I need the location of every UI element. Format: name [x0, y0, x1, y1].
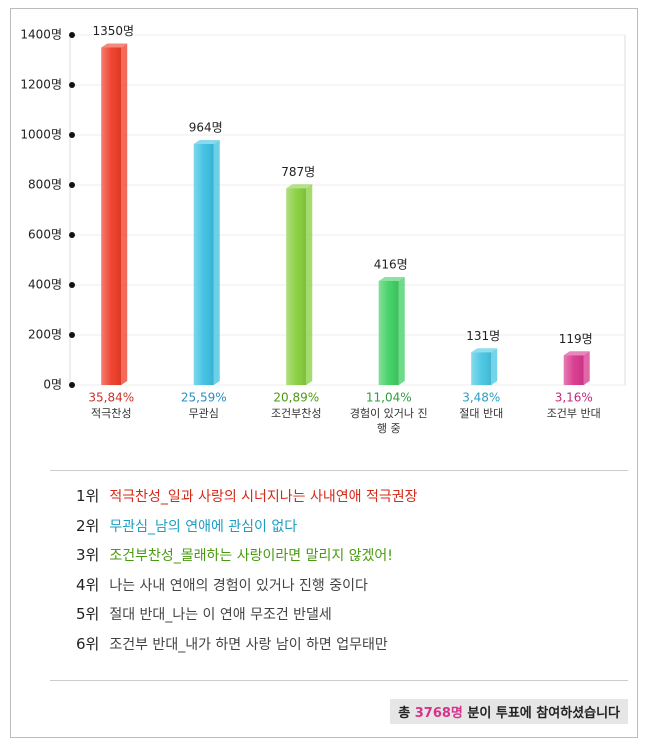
- bar-shine: [193, 144, 214, 385]
- y-tick-label: 1200명: [20, 78, 62, 92]
- y-tick-label: 1400명: [20, 28, 62, 42]
- value-label: 787명: [281, 165, 315, 179]
- footer-prefix: 총: [398, 706, 411, 721]
- share-label: 35,84%: [88, 391, 134, 405]
- rank: 5위: [76, 605, 100, 623]
- rank: 2위: [76, 516, 100, 535]
- value-label: 416명: [374, 258, 408, 272]
- ranking-row: 4위 나는 사내 연애의 경험이 있거나 진행 중이다: [76, 574, 368, 595]
- ranking-row: 2위 무관심_남의 연애에 관심이 없다: [76, 515, 297, 536]
- tick-dot: [69, 332, 75, 338]
- rank: 4위: [76, 575, 100, 594]
- share-label: 25,59%: [181, 391, 227, 405]
- bar-top: [378, 277, 405, 281]
- ranking-text: 절대 반대_나는 이 연애 무조건 반댈세: [109, 607, 332, 623]
- share-label: 11,04%: [366, 391, 412, 405]
- x-tick-label: 절대 반대: [459, 407, 504, 420]
- footer-total: 3768명: [414, 706, 463, 721]
- value-label: 1350명: [92, 24, 134, 38]
- bar-shine: [471, 352, 492, 385]
- value-label: 131명: [466, 329, 500, 343]
- ranking-text: 나는 사내 연애의 경험이 있거나 진행 중이다: [109, 577, 368, 594]
- tick-dot: [69, 382, 75, 388]
- bar-side: [121, 43, 128, 385]
- rank: 6위: [76, 634, 100, 653]
- y-tick-label: 800명: [28, 178, 62, 192]
- bar-side: [306, 184, 313, 385]
- x-tick-label: 적극찬성: [91, 407, 132, 420]
- y-tick-label: 0명: [43, 378, 62, 392]
- y-tick-label: 1000명: [20, 128, 62, 142]
- footer-suffix: 분이 투표에 참여하셨습니다: [467, 706, 620, 721]
- bar-shine: [563, 355, 584, 385]
- bar-top: [563, 351, 590, 356]
- share-label: 3,48%: [462, 391, 500, 405]
- x-tick-label: 무관심: [188, 407, 219, 420]
- x-tick-label: 조건부찬성: [270, 407, 322, 420]
- bar-side: [491, 348, 498, 385]
- tick-dot: [69, 282, 75, 288]
- bar-top: [286, 184, 313, 189]
- tick-dot: [69, 232, 75, 238]
- share-label: 3,16%: [555, 391, 593, 405]
- bar-side: [583, 351, 590, 385]
- x-tick-label: 경험이 있거나 진행 중: [349, 407, 428, 435]
- y-tick-label: 600명: [28, 228, 62, 242]
- rank: 3위: [76, 546, 100, 564]
- bar-top: [471, 348, 498, 353]
- bar-top: [193, 140, 220, 144]
- tick-dot: [69, 32, 75, 38]
- frame: [10, 8, 638, 738]
- ranking-text: 무관심_남의 연애에 관심이 없다: [109, 518, 298, 535]
- ranking-row: 5위 절대 반대_나는 이 연애 무조건 반댈세: [76, 603, 332, 624]
- bar-side: [213, 140, 220, 385]
- separator: [50, 680, 628, 681]
- ranking-row: 3위 조건부찬성_몰래하는 사랑이라면 말리지 않겠어!: [76, 544, 393, 565]
- x-tick-label: 조건부 반대: [546, 407, 601, 420]
- bar-side: [398, 277, 405, 385]
- tick-dot: [69, 132, 75, 138]
- ranking-text: 조건부 반대_내가 하면 사랑 남이 하면 업무태만: [109, 636, 388, 653]
- chart: 0명 200명 400명 600명 800명 1000명 1200명 1400명 1350명 35…: [20, 24, 626, 405]
- bar-top: [101, 43, 128, 48]
- bar-shine: [101, 47, 122, 385]
- y-tick-label: 400명: [28, 278, 62, 292]
- ranking-row: 6위 조건부 반대_내가 하면 사랑 남이 하면 업무태만: [76, 633, 388, 654]
- tick-dot: [69, 182, 75, 188]
- footer: 총 3768명 분이 투표에 참여하셨습니다: [390, 699, 628, 724]
- plot-frame: [69, 34, 626, 386]
- ranking-text: 조건부찬성_몰래하는 사랑이라면 말리지 않겠어!: [109, 548, 393, 564]
- bar-shine: [378, 281, 399, 385]
- value-label: 119명: [559, 332, 593, 346]
- y-tick-label: 200명: [28, 328, 62, 342]
- share-label: 20,89%: [273, 391, 319, 405]
- rank: 1위: [76, 487, 100, 505]
- tick-dot: [69, 82, 75, 88]
- ranking-row: 1위 적극찬성_일과 사랑의 시너지나는 사내연애 적극권장: [76, 485, 418, 506]
- separator: [50, 470, 628, 471]
- bar-shine: [286, 188, 307, 385]
- ranking-text: 적극찬성_일과 사랑의 시너지나는 사내연애 적극권장: [109, 489, 418, 505]
- value-label: 964명: [189, 121, 223, 135]
